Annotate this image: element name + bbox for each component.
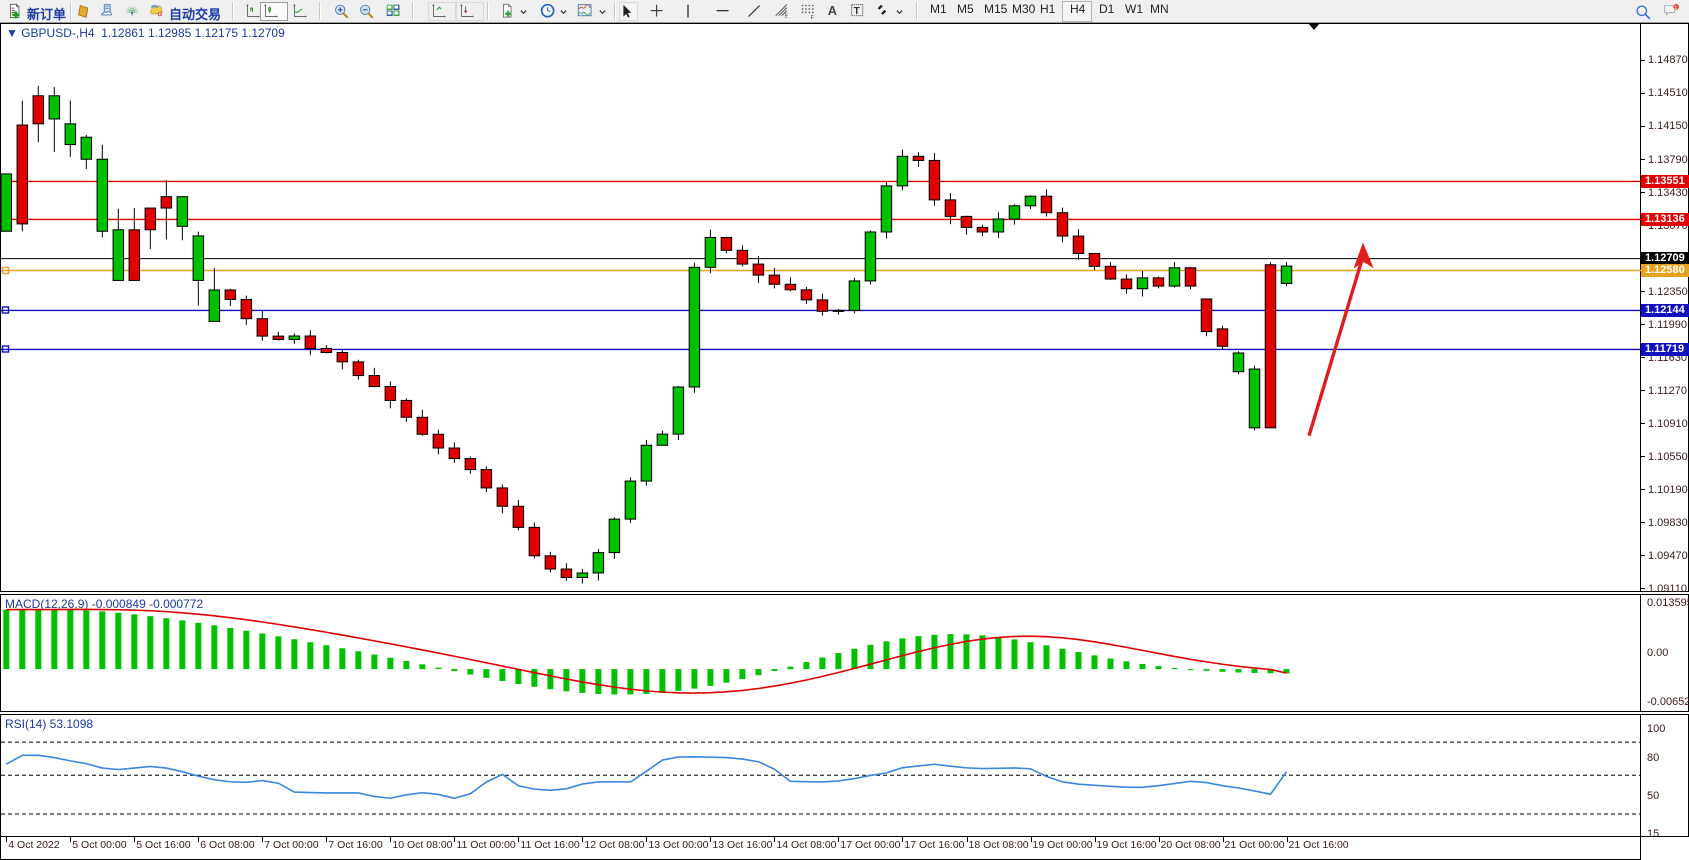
svg-text:E: E (785, 13, 789, 19)
svg-text:T: T (854, 6, 861, 17)
svg-text:F: F (811, 15, 814, 20)
svg-text:A: A (828, 3, 837, 18)
